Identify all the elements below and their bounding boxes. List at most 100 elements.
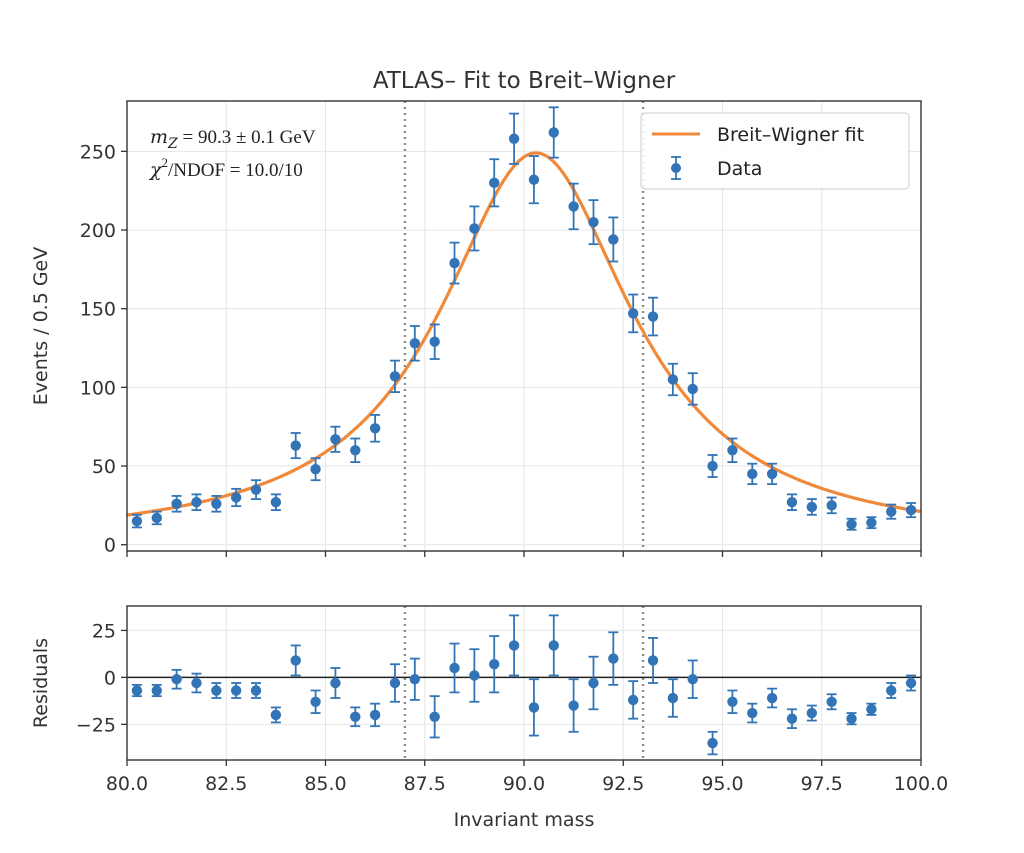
bottom-x-ticks: 80.0 82.5 85.0 87.5 90.0 92.5 95.0 97.5 100.0 [106,760,948,795]
residual-point [429,695,440,739]
y-tick-label: 200 [80,220,116,242]
residual-point [548,614,559,677]
residual-point [330,667,341,699]
top-y-axis-label: Events / 0.5 GeV [30,247,52,405]
x-tick-label: 85.0 [304,773,346,795]
mass-annotation: mZ = 90.3 ± 0.1 GeV [150,126,316,152]
y-tick-label: 150 [80,299,116,321]
data-point [350,437,361,464]
residual-point [707,730,718,756]
y-tick-label: 50 [92,456,116,478]
y-tick-label: 25 [92,620,116,642]
data-point [330,425,341,453]
data-point [727,437,738,464]
y-tick-label: 250 [80,141,116,163]
legend-data-label: Data [717,158,762,180]
y-tick-label: 100 [80,377,116,399]
legend-data-swatch [671,156,681,180]
data-point [667,362,679,397]
chi2-annotation: χ2/NDOF = 10.0/10 [148,155,303,181]
data-point [508,112,520,165]
residual-point [727,689,738,714]
data-point [528,155,540,205]
data-point [588,199,599,246]
bottom-y-axis-label: Residuals [30,638,52,728]
residual-point [766,687,778,709]
residual-point [667,678,679,718]
data-point [627,293,639,334]
data-point [429,323,440,360]
data-point [806,498,818,516]
residual-point [449,642,460,694]
data-point [469,205,480,252]
residual-point [191,672,202,694]
legend: Breit–Wigner fit Data [640,112,910,190]
residual-point [270,706,282,724]
mass-symbol: m [150,126,168,148]
data-point [211,495,222,513]
bottom-panel: −25 0 25 80.0 82.5 85.0 87.5 90.0 92.5 95.0 97.5 1… [30,605,948,795]
data-point [647,296,659,337]
bottom-dotted-markers [403,606,645,760]
data-point [171,495,182,513]
residual-point [528,678,540,737]
residual-point [687,659,698,699]
bottom-y-ticks: −25 0 25 [76,620,127,736]
residual-point [786,708,798,729]
data-point [747,462,758,486]
residual-point [886,682,897,699]
top-x-ticks [126,551,922,557]
residual-point [905,674,917,692]
residual-point [230,682,242,699]
mass-subscript: Z [167,136,178,152]
top-y-ticks: 0 50 100 150 200 250 [80,141,127,557]
x-axis-label: Invariant mass [454,809,595,831]
x-tick-label: 92.5 [602,773,644,795]
data-point [568,182,579,231]
chi-superscript: 2 [162,155,169,170]
residual-point [489,635,500,694]
data-point [846,517,857,531]
data-point [449,241,460,285]
residual-point [369,702,381,728]
data-point [191,493,202,511]
residual-point [389,663,401,703]
data-point [389,359,401,393]
data-point [905,502,917,519]
x-tick-label: 97.5 [801,773,843,795]
x-tick-label: 82.5 [205,773,247,795]
data-point [826,496,837,515]
residual-point [846,712,857,726]
residual-point [588,655,599,711]
residual-point [151,683,162,698]
data-point [310,457,321,482]
legend-box [640,112,910,190]
residual-point [469,648,480,703]
residual-point [568,678,579,733]
residual-point [627,680,639,720]
data-point [290,432,301,460]
data-point [786,493,798,511]
data-point [230,487,242,508]
chi-value: /NDOF = 10.0/10 [168,160,303,181]
residual-point [608,631,619,686]
data-point [886,503,897,520]
data-point [707,454,718,478]
data-point [151,510,162,526]
y-tick-label: 0 [104,535,116,557]
bottom-grid [126,606,922,760]
residual-point [290,644,301,677]
top-grid [126,101,922,551]
fit-curve-group [126,151,922,517]
legend-fit-label: Breit–Wigner fit [717,124,864,146]
mass-value: = 90.3 ± 0.1 GeV [178,127,316,148]
y-tick-label: −25 [76,714,116,736]
residual-point [409,657,421,701]
data-point [489,158,500,208]
residual-point [211,682,222,699]
residual-points [131,614,917,756]
breit-wigner-fit-line [126,151,922,517]
data-point [766,462,778,486]
data-points [131,106,917,531]
